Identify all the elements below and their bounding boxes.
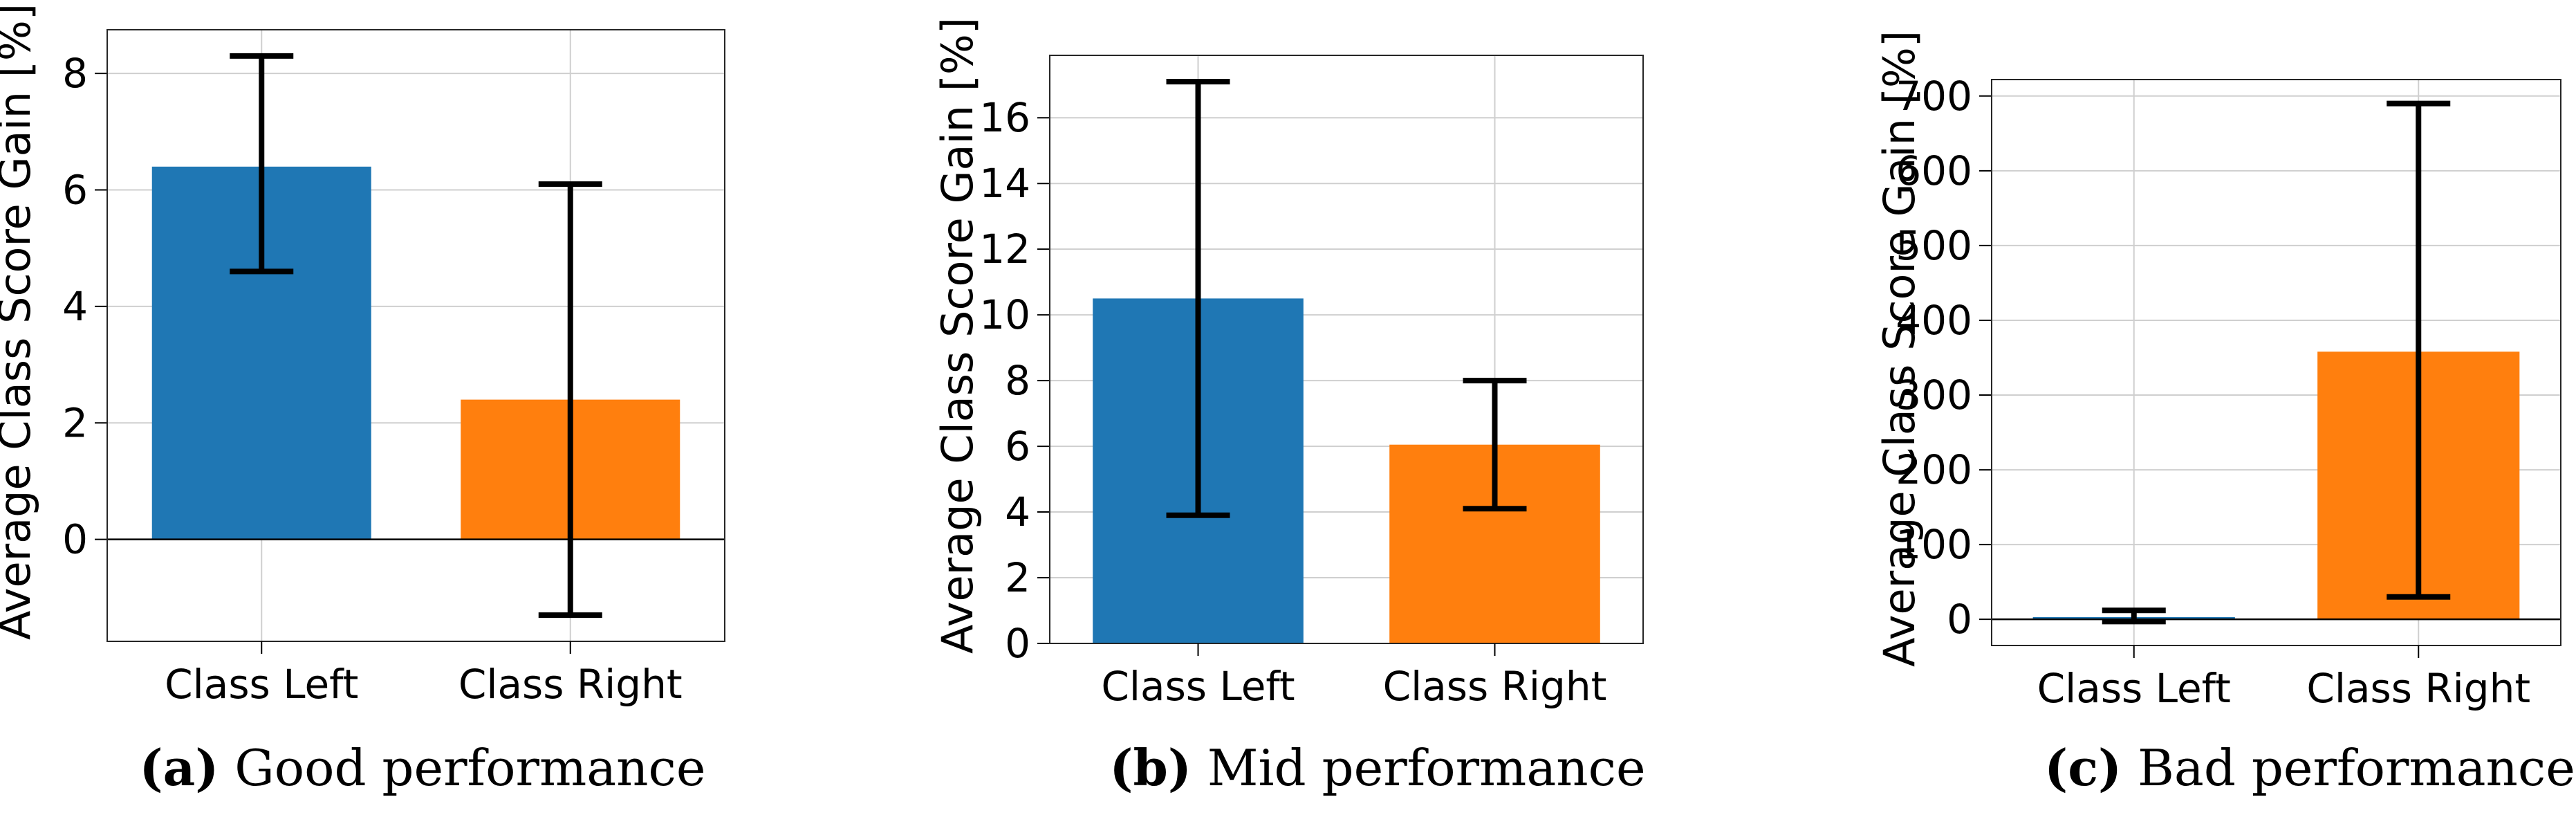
panel-caption: (a) Good performance bbox=[140, 738, 706, 797]
y-axis-title: Average Class Score Gain [%] bbox=[932, 17, 983, 654]
plot-frame bbox=[106, 29, 725, 642]
x-tick-label: Class Right bbox=[458, 661, 683, 708]
y-tick-label: 0 bbox=[1005, 620, 1030, 667]
y-tick-label: 12 bbox=[979, 226, 1030, 273]
chart-panel-3: 0 100 200 300 400 500 600 700 Class Left Class Ri… bbox=[1874, 30, 2575, 797]
y-tick-label: 4 bbox=[1005, 488, 1030, 535]
y-tick-label: 16 bbox=[979, 94, 1030, 141]
y-axis-title: Average Class Score Gain [%] bbox=[0, 3, 40, 640]
y-tick-label: 8 bbox=[1005, 357, 1030, 404]
x-tick-label: Class Right bbox=[1383, 663, 1607, 710]
y-tick-label: 14 bbox=[979, 160, 1030, 207]
y-tick-label: 0 bbox=[62, 516, 88, 563]
error-bar-class-right bbox=[538, 181, 602, 619]
error-bar-class-left bbox=[1166, 78, 1230, 518]
panel-caption: (b) Mid performance bbox=[1109, 738, 1645, 797]
y-axis-title: Average Class Score Gain [%] bbox=[1874, 30, 1925, 667]
y-tick-label: 300 bbox=[1896, 372, 1972, 419]
x-tick-label: Class Left bbox=[165, 661, 358, 708]
x-tick-label: Class Left bbox=[2037, 665, 2231, 712]
plot-frame bbox=[1991, 79, 2561, 646]
x-tick-label: Class Right bbox=[2306, 665, 2530, 712]
error-bar-class-left bbox=[230, 53, 294, 275]
y-tick-label: 4 bbox=[62, 283, 88, 330]
y-tick-label: 6 bbox=[62, 167, 88, 214]
y-tick-label: 600 bbox=[1896, 147, 1972, 194]
y-tick-label: 0 bbox=[1947, 596, 1972, 643]
y-tick-label: 200 bbox=[1896, 446, 1972, 493]
error-bar-class-right bbox=[1463, 378, 1527, 512]
y-tick-label: 100 bbox=[1896, 521, 1972, 568]
y-tick-label: 2 bbox=[1005, 554, 1030, 601]
x-tick-label: Class Left bbox=[1101, 663, 1295, 710]
chart-panel-1: 0 2 4 6 8 Class Left Class Right Average Class … bbox=[0, 3, 725, 797]
y-tick-label: 400 bbox=[1896, 297, 1972, 344]
error-bar-class-left bbox=[2102, 607, 2166, 625]
y-tick-label: 8 bbox=[62, 50, 88, 97]
error-bar-class-right bbox=[2387, 100, 2451, 600]
y-tick-label: 10 bbox=[979, 291, 1030, 338]
panel-caption: (c) Bad performance bbox=[2044, 738, 2575, 797]
chart-panel-2: 0 2 4 6 8 10 12 14 16 Class Left Class Right Averag… bbox=[932, 17, 1646, 797]
plot-frame bbox=[1049, 55, 1644, 644]
y-tick-label: 2 bbox=[62, 399, 88, 446]
y-tick-label: 700 bbox=[1896, 73, 1972, 120]
y-tick-label: 500 bbox=[1896, 222, 1972, 269]
y-tick-label: 6 bbox=[1005, 423, 1030, 470]
